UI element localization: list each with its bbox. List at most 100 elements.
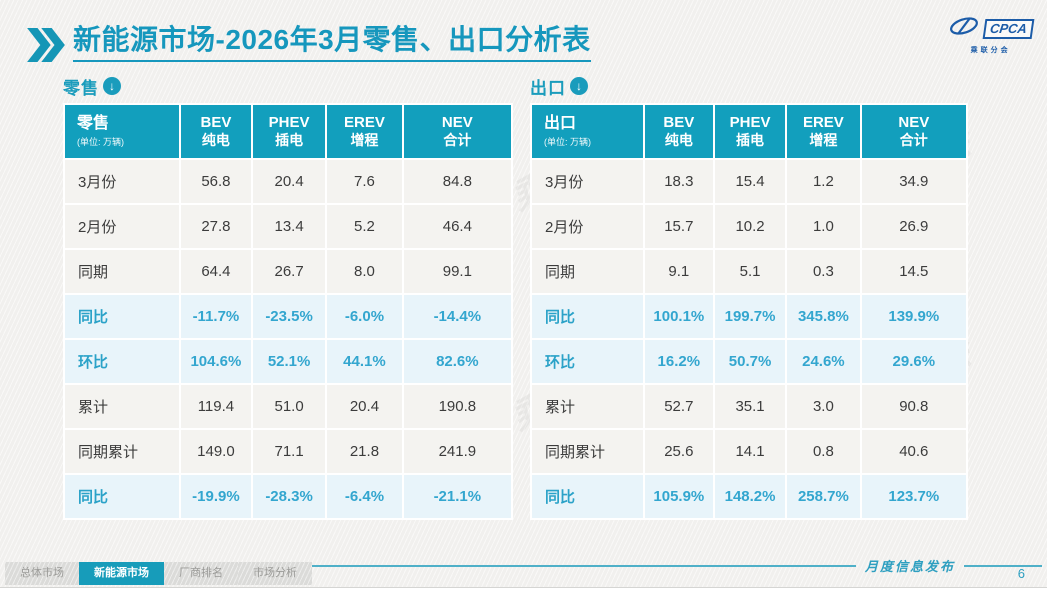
row-label: 累计 [532, 385, 643, 428]
double-chevron-icon [27, 28, 65, 67]
cell-value: -19.9% [180, 475, 251, 518]
retail-header-row: 零售 (单位: 万辆) BEV 纯电 PHEV 插电 EREV 增程 NEV 合计 [65, 105, 511, 158]
row-label: 同比 [65, 295, 179, 338]
column-header-zh: 合计 [899, 132, 928, 149]
cell-value: 1.0 [787, 205, 860, 248]
cell-value: -14.4% [403, 295, 511, 338]
cell-value: 27.8 [180, 205, 251, 248]
cell-value: 105.9% [644, 475, 713, 518]
row-label: 同期累计 [65, 430, 179, 473]
cell-value: 24.6% [787, 340, 860, 383]
cell-value: 21.8 [327, 430, 402, 473]
cell-value: 52.7 [644, 385, 713, 428]
cell-value: 123.7% [861, 475, 966, 518]
cell-value: 190.8 [403, 385, 511, 428]
cell-value: 64.4 [180, 250, 251, 293]
row-label: 2月份 [65, 205, 179, 248]
cell-value: 52.1% [252, 340, 326, 383]
table-row: 累计 52.7 35.1 3.0 90.8 [532, 385, 966, 428]
row-label: 3月份 [532, 160, 643, 203]
footer-tab[interactable]: 总体市场 [5, 562, 79, 585]
cell-value: 7.6 [327, 160, 402, 203]
footer-rule: 月度信息发布 [5, 556, 1042, 575]
column-header-en: BEV [663, 114, 695, 132]
cell-value: 20.4 [327, 385, 402, 428]
retail-section-label: 零售 [63, 78, 99, 98]
footer-rule-right [964, 564, 1042, 567]
bottom-edge [0, 587, 1047, 594]
cpca-logo: CPCA 乘联分会 [948, 14, 1035, 55]
column-header: BEV 纯电 [644, 105, 713, 158]
cell-value: 40.6 [861, 430, 966, 473]
column-header-en: PHEV [729, 114, 771, 132]
cell-value: 258.7% [787, 475, 860, 518]
cell-value: 20.4 [252, 160, 326, 203]
row-label: 同比 [532, 295, 643, 338]
page-number: 6 [1017, 566, 1025, 581]
column-header-zh: 纯电 [201, 132, 230, 149]
column-header: NEV 合计 [861, 105, 966, 158]
export-header-row: 出口 (单位: 万辆) BEV 纯电 PHEV 插电 EREV 增程 NEV 合计 [532, 105, 966, 158]
cell-value: 199.7% [714, 295, 786, 338]
export-table-block: 出口 ↓ 出口 (单位: 万辆) BEV 纯电 PHEV 插电 EREV 增程 NEV 合计 … [530, 74, 968, 520]
cell-value: 18.3 [644, 160, 713, 203]
footer-tab[interactable]: 厂商排名 [164, 562, 238, 585]
cell-value: 90.8 [861, 385, 966, 428]
footer-tab[interactable]: 市场分析 [238, 562, 312, 585]
column-header-en: NEV [441, 114, 473, 132]
cell-value: -11.7% [180, 295, 251, 338]
cell-value: 139.9% [861, 295, 966, 338]
column-header: PHEV 插电 [252, 105, 326, 158]
retail-unit-label: (单位: 万辆) [77, 136, 124, 147]
cell-value: 9.1 [644, 250, 713, 293]
column-header-zh: 纯电 [664, 132, 693, 149]
cell-value: 29.6% [861, 340, 966, 383]
cell-value: 14.1 [714, 430, 786, 473]
footer-caption: 月度信息发布 [864, 560, 955, 575]
cell-value: 35.1 [714, 385, 786, 428]
cell-value: 82.6% [403, 340, 511, 383]
export-table: 出口 (单位: 万辆) BEV 纯电 PHEV 插电 EREV 增程 NEV 合计 3月份 18… [530, 103, 968, 520]
cell-value: 71.1 [252, 430, 326, 473]
row-label: 3月份 [65, 160, 179, 203]
cell-value: 84.8 [403, 160, 511, 203]
cell-value: 15.4 [714, 160, 786, 203]
footer-tab[interactable]: 新能源市场 [79, 562, 164, 585]
column-header-zh: 增程 [350, 132, 379, 149]
row-label: 同期 [532, 250, 643, 293]
table-row: 同期累计 149.0 71.1 21.8 241.9 [65, 430, 511, 473]
table-row: 2月份 15.7 10.2 1.0 26.9 [532, 205, 966, 248]
cell-value: -23.5% [252, 295, 326, 338]
down-arrow-icon: ↓ [103, 77, 121, 95]
cell-value: 5.1 [714, 250, 786, 293]
row-label: 2月份 [532, 205, 643, 248]
cell-value: 34.9 [861, 160, 966, 203]
column-header: EREV 增程 [787, 105, 860, 158]
retail-table-block: 零售 ↓ 零售 (单位: 万辆) BEV 纯电 PHEV 插电 EREV 增程 NEV 合计 … [63, 74, 513, 520]
cell-value: 345.8% [787, 295, 860, 338]
column-header-en: EREV [802, 114, 844, 132]
cell-value: 25.6 [644, 430, 713, 473]
table-row: 同比 -11.7% -23.5% -6.0% -14.4% [65, 295, 511, 338]
column-header-en: EREV [344, 114, 385, 132]
table-row: 同比 105.9% 148.2% 258.7% 123.7% [532, 475, 966, 518]
cell-value: 46.4 [403, 205, 511, 248]
table-row: 同比 100.1% 199.7% 345.8% 139.9% [532, 295, 966, 338]
cell-value: -21.1% [403, 475, 511, 518]
column-header-en: PHEV [268, 114, 310, 132]
down-arrow-icon: ↓ [570, 77, 588, 95]
page-title: 新能源市场-2026年3月零售、出口分析表 [73, 24, 591, 63]
cell-value: 119.4 [180, 385, 251, 428]
retail-corner-label: 零售 [77, 115, 110, 133]
table-row: 同期累计 25.6 14.1 0.8 40.6 [532, 430, 966, 473]
tables-area: 零售 ↓ 零售 (单位: 万辆) BEV 纯电 PHEV 插电 EREV 增程 NEV 合计 … [63, 74, 968, 520]
footer-tabs: 总体市场 新能源市场 厂商排名 市场分析 [5, 562, 312, 585]
cell-value: 104.6% [180, 340, 251, 383]
export-unit-label: (单位: 万辆) [544, 136, 591, 147]
cell-value: -28.3% [252, 475, 326, 518]
row-label: 同期 [65, 250, 179, 293]
cell-value: 44.1% [327, 340, 402, 383]
column-header: PHEV 插电 [714, 105, 786, 158]
column-header: NEV 合计 [403, 105, 511, 158]
table-row: 同期 64.4 26.7 8.0 99.1 [65, 250, 511, 293]
